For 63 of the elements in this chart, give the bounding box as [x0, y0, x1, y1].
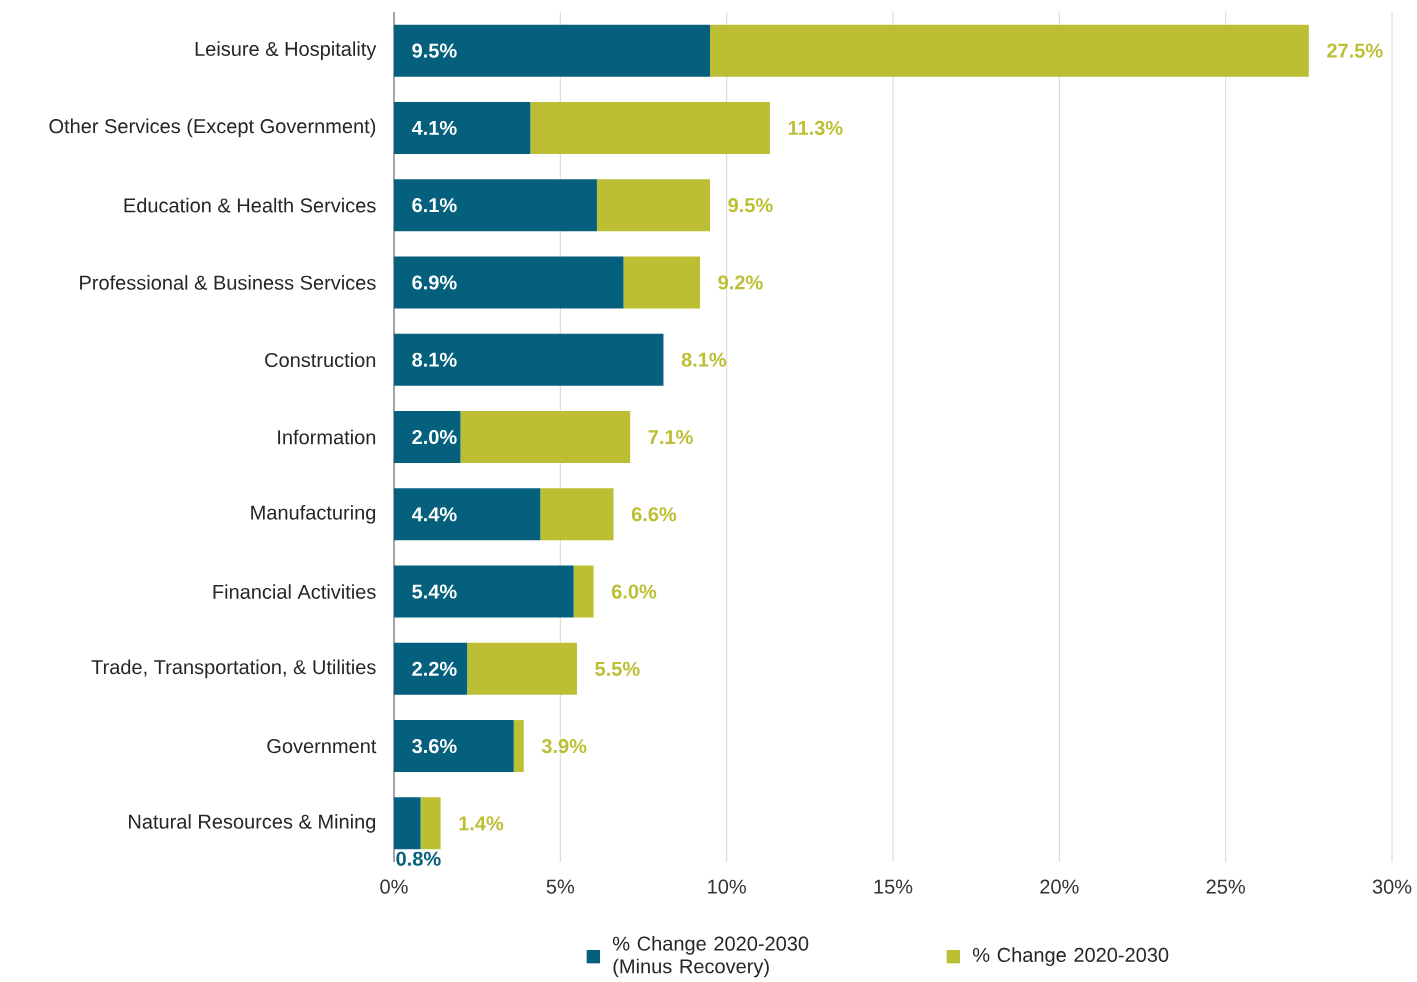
- bar: [596, 179, 711, 232]
- bar: [394, 720, 514, 773]
- legend-label: % Change 2020-2030 (Minus Recovery): [612, 936, 809, 978]
- bar: [573, 565, 594, 618]
- total-label: 6.0%: [611, 584, 657, 599]
- bar: [394, 24, 711, 77]
- total-label: 8.1%: [681, 352, 727, 367]
- bar: [513, 720, 524, 773]
- y-tick-label: Natural Resources & Mining: [129, 814, 376, 833]
- x-tick-label: 10%: [708, 879, 746, 894]
- total-label: 3.9%: [541, 739, 587, 754]
- bar: [394, 256, 624, 309]
- x-tick-label: 30%: [1372, 879, 1412, 894]
- data-label: 3.6%: [412, 739, 457, 754]
- x-tick-label: 25%: [1206, 879, 1245, 894]
- total-label: 11.3%: [788, 120, 843, 136]
- y-tick-label: Government: [267, 739, 377, 754]
- bar: [710, 24, 1309, 77]
- bar: [460, 411, 631, 463]
- bar: [540, 488, 614, 541]
- y-tick-label: Information: [278, 429, 376, 445]
- legend-label: % Change 2020-2030: [972, 947, 1169, 966]
- total-label: 5.5%: [595, 661, 640, 676]
- bar: [530, 101, 770, 154]
- y-tick-label: Professional & Business Services: [80, 275, 376, 290]
- data-label: 4.4%: [411, 507, 457, 522]
- x-tick-label: 20%: [1040, 879, 1079, 894]
- data-label: 5.4%: [412, 584, 457, 599]
- x-tick-label: 5%: [546, 879, 575, 894]
- bar: [394, 565, 574, 618]
- data-label: 6.9%: [412, 275, 457, 290]
- data-label: 0.8%: [396, 851, 441, 866]
- y-tick-label: Construction: [265, 352, 376, 368]
- bar: [394, 411, 461, 463]
- total-label: 6.6%: [631, 507, 677, 522]
- data-label: 4.1%: [411, 120, 457, 135]
- bar: [467, 642, 577, 695]
- bar: [623, 256, 701, 309]
- x-tick-label: 15%: [874, 879, 913, 894]
- x-tick-label: 0%: [380, 879, 408, 894]
- total-label: 27.5%: [1327, 43, 1383, 58]
- y-tick-label: Manufacturing: [251, 504, 376, 524]
- data-label: 9.5%: [412, 43, 457, 58]
- y-tick-label: Leisure & Hospitality: [195, 41, 377, 60]
- total-label: 7.1%: [648, 429, 693, 445]
- bar: [394, 642, 468, 695]
- data-label: 2.2%: [412, 661, 457, 676]
- y-tick-label: Education & Health Services: [124, 197, 376, 213]
- total-label: 1.4%: [459, 816, 504, 831]
- bar: [394, 797, 421, 850]
- data-label: 2.0%: [412, 429, 457, 445]
- y-tick-label: Other Services (Except Government): [49, 118, 376, 138]
- data-label: 6.1%: [412, 198, 457, 213]
- data-label: 8.1%: [412, 352, 457, 367]
- bar: [420, 797, 441, 850]
- total-label: 9.5%: [728, 198, 773, 213]
- bar: [394, 101, 531, 154]
- bar: [394, 179, 597, 232]
- bar: [394, 488, 541, 541]
- y-tick-label: Trade, Transportation, & Utilities: [91, 659, 376, 679]
- y-tick-label: Financial Activities: [213, 584, 376, 599]
- bar: [394, 333, 664, 386]
- total-label: 9.2%: [718, 275, 763, 290]
